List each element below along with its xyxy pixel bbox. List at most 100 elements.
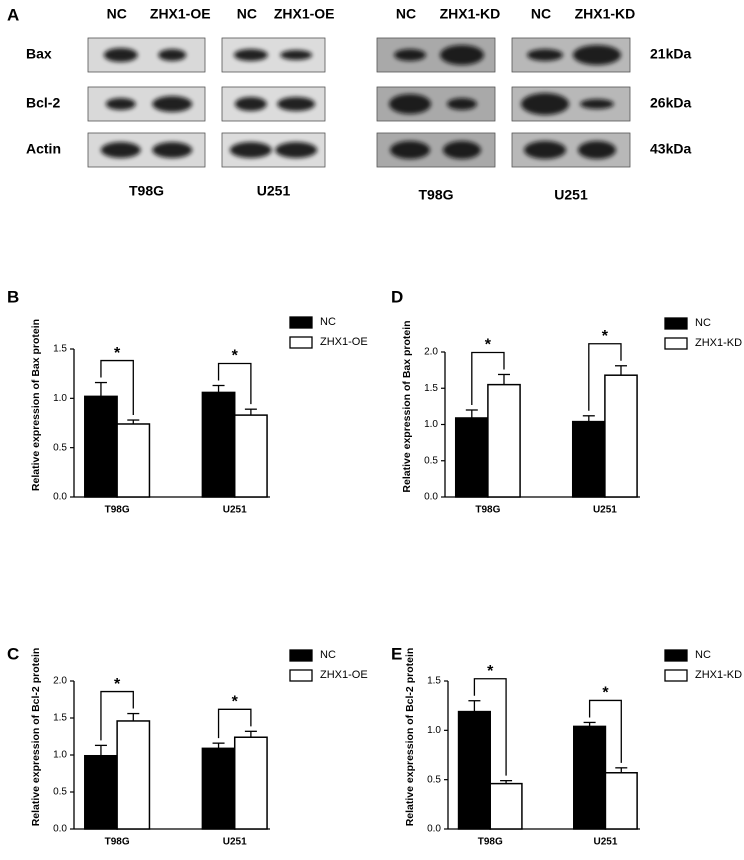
significance-star: * bbox=[602, 685, 609, 702]
y-tick-label: 0.0 bbox=[53, 824, 67, 835]
x-tick-label: U251 bbox=[223, 837, 247, 848]
significance-bracket bbox=[473, 678, 507, 776]
bar bbox=[201, 391, 236, 498]
y-tick-label: 0.0 bbox=[424, 492, 438, 503]
lane-label: NC bbox=[531, 6, 551, 22]
blot-band bbox=[572, 45, 621, 65]
blot-band bbox=[158, 49, 187, 61]
x-tick-label: T98G bbox=[475, 505, 500, 516]
blot-band bbox=[275, 142, 318, 158]
bar bbox=[571, 420, 606, 498]
significance-star: * bbox=[487, 663, 494, 680]
legend-swatch bbox=[289, 316, 313, 329]
legend-swatch bbox=[664, 317, 688, 330]
cell-line-label: T98G bbox=[418, 187, 453, 203]
y-tick-label: 1.0 bbox=[53, 750, 67, 761]
y-tick-label: 0.5 bbox=[53, 787, 67, 798]
bar bbox=[457, 710, 491, 830]
y-axis-label: Relative expression of Bcl-2 protein bbox=[404, 648, 416, 827]
size-label: 21kDa bbox=[650, 46, 691, 62]
bar bbox=[116, 423, 151, 498]
lane-label: ZHX1-OE bbox=[274, 6, 335, 22]
y-tick-label: 0.5 bbox=[427, 774, 441, 785]
blot-band bbox=[389, 94, 432, 114]
protein-label: Actin bbox=[26, 141, 61, 157]
blot-band bbox=[439, 45, 484, 65]
legend-swatch bbox=[289, 336, 313, 349]
significance-bracket bbox=[471, 351, 505, 405]
blot-band bbox=[390, 141, 431, 159]
y-tick-label: 1.5 bbox=[427, 676, 441, 687]
legend-label: ZHX1-KD bbox=[695, 669, 742, 681]
bar bbox=[604, 374, 638, 498]
blot-band bbox=[100, 142, 141, 158]
bar bbox=[116, 720, 151, 830]
panel-letter: C bbox=[7, 644, 19, 663]
lane-label: NC bbox=[237, 6, 257, 22]
legend-label: ZHX1-KD bbox=[695, 337, 742, 349]
y-tick-label: 0.0 bbox=[427, 824, 441, 835]
y-tick-label: 1.5 bbox=[53, 344, 67, 355]
x-tick-label: T98G bbox=[105, 505, 130, 516]
y-tick-label: 0.0 bbox=[53, 492, 67, 503]
y-axis-label: Relative expression of Bax protein bbox=[30, 319, 42, 491]
cell-line-label: T98G bbox=[129, 183, 164, 199]
blot-band bbox=[229, 142, 272, 158]
x-tick-label: T98G bbox=[478, 837, 503, 848]
x-tick-label: U251 bbox=[593, 505, 617, 516]
blot-band bbox=[524, 141, 567, 159]
blot-band bbox=[152, 96, 193, 112]
significance-bracket bbox=[100, 359, 134, 416]
significance-bracket bbox=[100, 690, 134, 741]
legend-swatch bbox=[289, 669, 313, 682]
blot-band bbox=[234, 97, 267, 111]
lane-label: NC bbox=[107, 6, 127, 22]
y-tick-label: 0.5 bbox=[424, 455, 438, 466]
legend-label: NC bbox=[320, 316, 336, 328]
legend-swatch bbox=[664, 649, 688, 662]
size-label: 43kDa bbox=[650, 141, 691, 157]
legend-label: NC bbox=[320, 649, 336, 661]
blot-band bbox=[103, 48, 138, 62]
lane-label: ZHX1-KD bbox=[440, 6, 501, 22]
panel-letter: A bbox=[7, 5, 19, 24]
bar bbox=[201, 747, 236, 830]
significance-star: * bbox=[232, 694, 239, 711]
blot-band bbox=[277, 97, 316, 111]
bar bbox=[604, 772, 638, 830]
significance-bracket bbox=[217, 362, 252, 405]
blot-band bbox=[527, 49, 564, 61]
blot-band bbox=[394, 49, 427, 61]
size-label: 26kDa bbox=[650, 95, 691, 111]
significance-star: * bbox=[114, 345, 121, 362]
cell-line-label: U251 bbox=[554, 187, 588, 203]
panel-letter: D bbox=[391, 287, 403, 306]
y-tick-label: 1.0 bbox=[427, 725, 441, 736]
legend-label: NC bbox=[695, 649, 711, 661]
x-tick-label: U251 bbox=[593, 837, 617, 848]
y-tick-label: 1.0 bbox=[53, 393, 67, 404]
bar bbox=[573, 725, 607, 830]
legend-label: ZHX1-OE bbox=[320, 336, 368, 348]
bar bbox=[233, 736, 268, 830]
bar bbox=[487, 383, 521, 498]
significance-star: * bbox=[114, 676, 121, 693]
panel-letter: B bbox=[7, 287, 19, 306]
lane-label: ZHX1-OE bbox=[150, 6, 211, 22]
x-tick-label: T98G bbox=[105, 837, 130, 848]
protein-label: Bax bbox=[26, 46, 52, 62]
y-tick-label: 0.5 bbox=[53, 442, 67, 453]
y-tick-label: 1.5 bbox=[53, 713, 67, 724]
protein-label: Bcl-2 bbox=[26, 95, 60, 111]
blot-band bbox=[233, 49, 268, 61]
legend-swatch bbox=[289, 649, 313, 662]
blot-band bbox=[280, 50, 313, 60]
legend-label: ZHX1-OE bbox=[320, 669, 368, 681]
significance-bracket bbox=[217, 708, 252, 739]
blot-band bbox=[521, 93, 570, 115]
significance-star: * bbox=[602, 328, 609, 345]
y-tick-label: 2.0 bbox=[424, 347, 438, 358]
cell-line-label: U251 bbox=[257, 183, 291, 199]
y-axis-label: Relative expression of Bax protein bbox=[401, 320, 413, 492]
